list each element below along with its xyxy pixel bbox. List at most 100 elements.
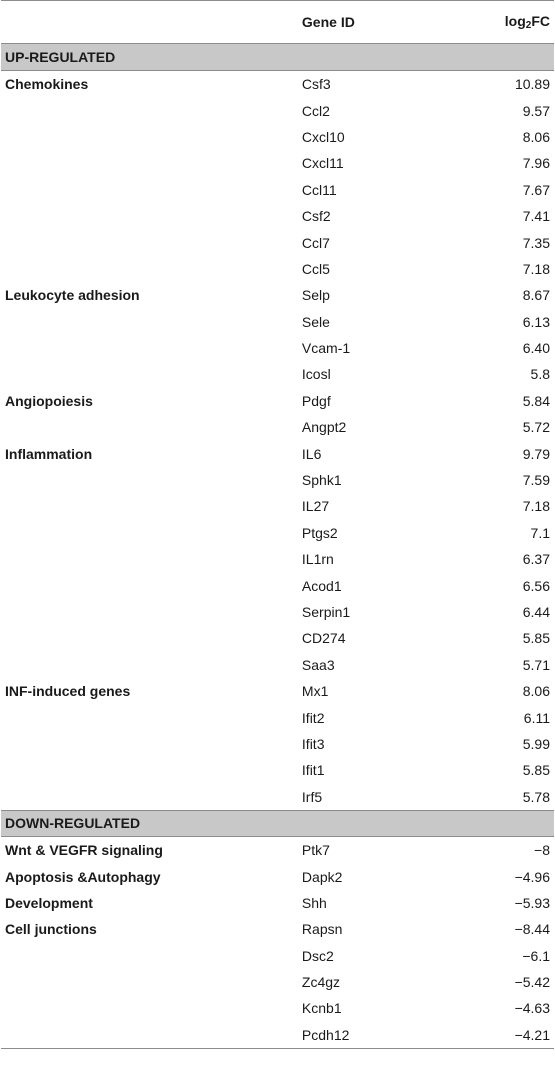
log2fc-cell: 5.85 <box>522 762 550 779</box>
log2fc-cell: 8.06 <box>522 683 550 700</box>
log2fc-cell: 7.59 <box>522 472 550 489</box>
category-cell: Angiopoiesis <box>5 392 93 409</box>
log2fc-cell: 5.99 <box>522 735 550 752</box>
log2fc-cell: 7.41 <box>522 208 550 225</box>
table-row: CD274 5.85 <box>1 625 554 651</box>
gene-id-cell: Csf3 <box>301 76 331 93</box>
table-row: Kcnb1 −4.63 <box>1 995 554 1021</box>
header-gene-id: Gene ID <box>301 14 355 30</box>
log2fc-cell: −8 <box>534 842 550 859</box>
table-row: Ccl11 7.67 <box>1 177 554 203</box>
log2fc-cell: −6.1 <box>522 947 550 964</box>
table-row: IL1rn 6.37 <box>1 546 554 572</box>
section-header: DOWN-REGULATED <box>1 809 554 837</box>
category-cell: Wnt & VEGFR signaling <box>5 842 163 859</box>
gene-id-cell: Cxcl11 <box>301 155 344 172</box>
table-row: Serpin1 6.44 <box>1 599 554 625</box>
log2fc-cell: 6.13 <box>522 313 550 330</box>
gene-id-cell: Ptgs2 <box>301 524 338 541</box>
table-row: Dsc2 −6.1 <box>1 943 554 969</box>
table-row: Inflammation IL6 9.79 <box>1 440 554 466</box>
gene-id-cell: CD274 <box>301 630 346 647</box>
log2fc-cell: 5.78 <box>522 788 550 805</box>
gene-id-cell: IL6 <box>301 445 322 462</box>
category-cell: Development <box>5 894 93 911</box>
table-row: Sele 6.13 <box>1 309 554 335</box>
gene-id-cell: Dapk2 <box>301 868 343 885</box>
gene-id-cell: Ptk7 <box>301 842 330 859</box>
log2fc-cell: −8.44 <box>514 921 550 938</box>
log2fc-cell: −4.21 <box>514 1026 550 1043</box>
gene-id-cell: Kcnb1 <box>301 1000 342 1017</box>
table-row: Vcam-1 6.40 <box>1 335 554 361</box>
table-row: INF-induced genes Mx1 8.06 <box>1 678 554 704</box>
log2fc-cell: 5.8 <box>530 366 550 383</box>
table-row: Ifit3 5.99 <box>1 731 554 757</box>
table-row: Cxcl10 8.06 <box>1 124 554 150</box>
log2fc-cell: 5.85 <box>522 630 550 647</box>
log2fc-cell: −4.96 <box>514 868 550 885</box>
log2fc-cell: 6.56 <box>522 577 550 594</box>
gene-id-cell: IL27 <box>301 498 330 515</box>
table-row: Chemokines Csf3 10.89 <box>1 71 554 97</box>
log2fc-cell: 7.18 <box>522 498 550 515</box>
table-row: Angpt2 5.72 <box>1 414 554 440</box>
gene-id-cell: Ccl11 <box>301 181 337 198</box>
log2fc-cell: 7.1 <box>530 524 550 541</box>
table-bottom-rule <box>1 1048 554 1050</box>
gene-id-cell: Ifit1 <box>301 762 325 779</box>
gene-id-cell: Mx1 <box>301 683 329 700</box>
table-header: Gene ID log2FC <box>1 1 554 44</box>
gene-id-cell: Vcam-1 <box>301 340 351 357</box>
gene-id-cell: Serpin1 <box>301 604 351 620</box>
gene-id-cell: Ccl7 <box>301 234 330 251</box>
log2fc-cell: −5.93 <box>514 894 550 911</box>
log2fc-cell: 7.96 <box>522 155 550 172</box>
gene-id-cell: Rapsn <box>301 921 343 938</box>
table-row: Cxcl11 7.96 <box>1 150 554 176</box>
table-row: Saa3 5.71 <box>1 652 554 678</box>
log2fc-cell: 6.40 <box>522 340 550 357</box>
table-row: Cell junctions Rapsn −8.44 <box>1 916 554 942</box>
table-row: Ifit2 6.11 <box>1 704 554 730</box>
gene-id-cell: Saa3 <box>301 656 335 673</box>
category-cell: Leukocyte adhesion <box>5 287 140 304</box>
gene-id-cell: Sphk1 <box>301 472 342 489</box>
table-row: Wnt & VEGFR signaling Ptk7 −8 <box>1 837 554 863</box>
table-row: Sphk1 7.59 <box>1 467 554 493</box>
log2fc-cell: 9.79 <box>522 445 550 462</box>
gene-id-cell: IL1rn <box>301 551 334 568</box>
log2fc-cell: −4.63 <box>514 1000 550 1017</box>
log2fc-cell: −5.42 <box>514 974 550 991</box>
table-top-rule <box>1 0 554 1</box>
header-log-suffix: FC <box>531 13 550 29</box>
gene-id-cell: Icosl <box>301 366 331 383</box>
log2fc-cell: 6.44 <box>522 604 550 620</box>
gene-id-cell: Ifit3 <box>301 735 325 752</box>
header-log-prefix: log <box>504 13 526 29</box>
log2fc-cell: 6.37 <box>522 551 550 568</box>
header-log-sub: 2 <box>525 20 532 31</box>
table-row: Ccl7 7.35 <box>1 229 554 255</box>
gene-id-cell: Pdgf <box>301 392 331 409</box>
category-cell: Apoptosis &Autophagy <box>5 868 161 885</box>
gene-id-cell: Pcdh12 <box>301 1026 350 1043</box>
table-row: Irf5 5.78 <box>1 784 554 810</box>
category-cell: Cell junctions <box>5 921 97 938</box>
table-row: Apoptosis &Autophagy Dapk2 −4.96 <box>1 863 554 889</box>
table-row: Development Shh −5.93 <box>1 890 554 916</box>
log2fc-cell: 5.84 <box>522 392 550 409</box>
gene-id-cell: Angpt2 <box>301 419 347 436</box>
log2fc-cell: 8.06 <box>522 128 550 145</box>
gene-id-cell: Csf2 <box>301 208 331 225</box>
table-body: UP-REGULATED Chemokines Csf3 10.89 Ccl2 9.57 C… <box>1 44 554 1048</box>
category-cell: INF-induced genes <box>5 683 131 700</box>
table-row: Csf2 7.41 <box>1 203 554 229</box>
log2fc-cell: 10.89 <box>514 76 550 93</box>
category-cell: Chemokines <box>5 76 89 93</box>
log2fc-cell: 9.57 <box>522 102 550 119</box>
gene-id-cell: Ifit2 <box>301 709 325 726</box>
log2fc-cell: 6.11 <box>523 709 550 726</box>
log2fc-cell: 5.72 <box>522 419 550 436</box>
